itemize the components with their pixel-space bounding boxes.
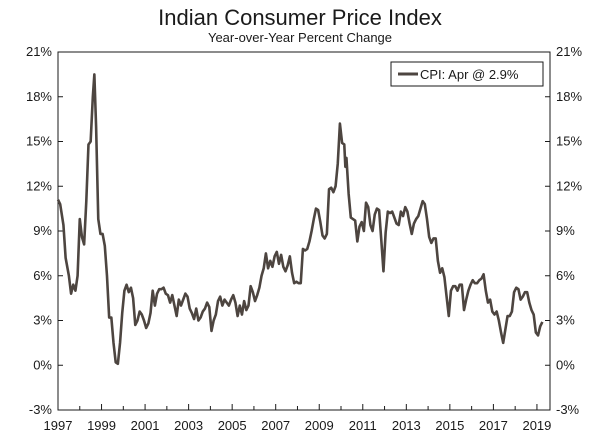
x-tick-label: 2003: [174, 418, 203, 433]
x-tick-label: 2019: [522, 418, 551, 433]
x-axis: 1997 1999 2001 2003 2005 2007 2009 2011 2013 2015…: [44, 404, 551, 433]
x-tick-label: 2001: [131, 418, 160, 433]
y-tick-label-left: 0%: [33, 357, 52, 372]
y-axis-right: 21% 18% 15% 12% 9% 6% 3% 0% -3%: [545, 44, 582, 417]
y-tick-label-left: 12%: [26, 178, 52, 193]
y-tick-label-right: 18%: [556, 89, 582, 104]
cpi-series-line: [56, 73, 544, 366]
x-tick-label: 1997: [44, 418, 73, 433]
y-axis-left: 21% 18% 15% 12% 9% 6% 3% 0% -3%: [26, 44, 63, 417]
x-tick-label: 2017: [479, 418, 508, 433]
y-tick-label-right: 6%: [556, 268, 575, 283]
x-tick-label: 2011: [349, 418, 377, 433]
y-tick-label-right: 3%: [556, 313, 575, 328]
y-tick-label-left: 21%: [26, 44, 52, 59]
chart-subtitle: Year-over-Year Percent Change: [208, 30, 392, 45]
y-tick-label-left: 18%: [26, 89, 52, 104]
legend-box: [390, 61, 544, 87]
plot-frame: [57, 51, 551, 411]
legend: CPI: Apr @ 2.9%: [390, 61, 544, 87]
y-tick-label-right: 12%: [556, 178, 582, 193]
y-tick-label-right: 15%: [556, 134, 582, 149]
y-tick-label-right: 21%: [556, 44, 582, 59]
y-tick-label-left: 3%: [33, 313, 52, 328]
x-tick-label: 2015: [435, 418, 464, 433]
chart-title: Indian Consumer Price Index: [158, 5, 442, 30]
y-tick-label-left: 9%: [33, 223, 52, 238]
x-tick-label: 2013: [392, 418, 421, 433]
legend-label: CPI: Apr @ 2.9%: [420, 67, 519, 82]
y-tick-label-left: 15%: [26, 134, 52, 149]
y-tick-label-right: -3%: [556, 402, 580, 417]
x-tick-label: 1999: [87, 418, 116, 433]
x-tick-label: 2005: [218, 418, 247, 433]
x-tick-label: 2009: [305, 418, 334, 433]
y-tick-label-left: 6%: [33, 268, 52, 283]
y-tick-label-left: -3%: [29, 402, 53, 417]
y-tick-label-right: 9%: [556, 223, 575, 238]
x-tick-label: 2007: [261, 418, 290, 433]
y-tick-label-right: 0%: [556, 357, 575, 372]
